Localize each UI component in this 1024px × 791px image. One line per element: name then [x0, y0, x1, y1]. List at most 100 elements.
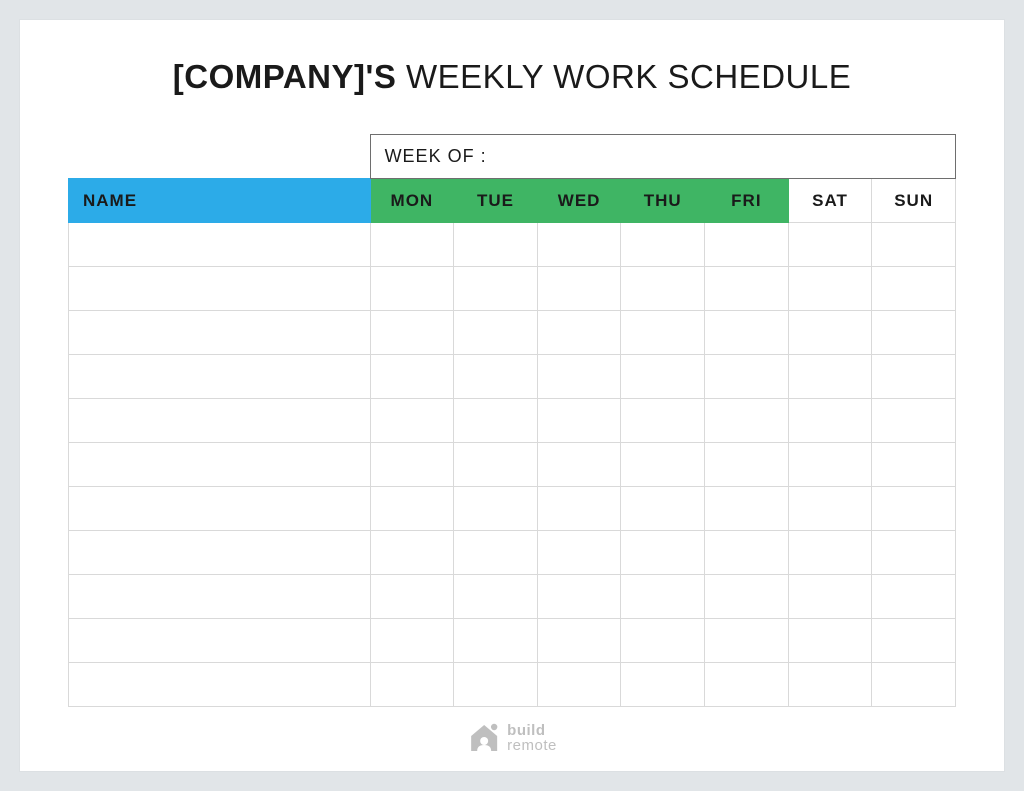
day-cell: [537, 355, 621, 399]
day-cell: [705, 399, 789, 443]
day-cell: [872, 663, 956, 707]
day-cell: [705, 619, 789, 663]
day-cell: [705, 531, 789, 575]
table-row: [69, 619, 956, 663]
day-cell: [537, 487, 621, 531]
name-cell: [69, 575, 371, 619]
footer-logo: build remote: [467, 721, 557, 755]
schedule-template-page: [COMPANY]'S WEEKLY WORK SCHEDULE WEEK OF…: [20, 20, 1004, 771]
day-cell: [454, 267, 538, 311]
day-cell: [454, 619, 538, 663]
day-cell: [370, 399, 454, 443]
week-of-cell: WEEK OF :: [370, 135, 955, 179]
name-cell: [69, 531, 371, 575]
day-cell: [705, 663, 789, 707]
day-cell: [370, 663, 454, 707]
blank-cell: [69, 135, 371, 179]
schedule-container: WEEK OF :NAMEMONTUEWEDTHUFRISATSUN: [68, 134, 956, 707]
name-cell: [69, 399, 371, 443]
day-cell: [454, 443, 538, 487]
day-cell: [705, 355, 789, 399]
day-cell: [788, 311, 872, 355]
header-row: NAMEMONTUEWEDTHUFRISATSUN: [69, 179, 956, 223]
name-cell: [69, 663, 371, 707]
day-cell: [788, 399, 872, 443]
day-cell: [621, 487, 705, 531]
day-cell: [537, 663, 621, 707]
day-cell: [537, 223, 621, 267]
name-cell: [69, 355, 371, 399]
day-cell: [621, 223, 705, 267]
day-cell: [788, 355, 872, 399]
day-cell: [537, 575, 621, 619]
day-cell: [454, 663, 538, 707]
name-cell: [69, 443, 371, 487]
day-cell: [872, 399, 956, 443]
day-cell: [454, 399, 538, 443]
day-cell: [370, 575, 454, 619]
table-row: [69, 223, 956, 267]
day-cell: [788, 443, 872, 487]
day-cell: [705, 311, 789, 355]
day-cell: [537, 443, 621, 487]
title-company: [COMPANY]'S: [173, 58, 397, 95]
col-header-wed: WED: [537, 179, 621, 223]
day-cell: [454, 531, 538, 575]
footer-line1: build: [507, 723, 557, 738]
table-row: [69, 355, 956, 399]
day-cell: [705, 487, 789, 531]
table-row: [69, 443, 956, 487]
day-cell: [621, 399, 705, 443]
day-cell: [705, 267, 789, 311]
table-row: [69, 399, 956, 443]
day-cell: [621, 355, 705, 399]
day-cell: [370, 311, 454, 355]
day-cell: [537, 267, 621, 311]
schedule-table: WEEK OF :NAMEMONTUEWEDTHUFRISATSUN: [68, 134, 956, 707]
table-row: [69, 531, 956, 575]
col-header-tue: TUE: [454, 179, 538, 223]
col-header-sun: SUN: [872, 179, 956, 223]
day-cell: [370, 355, 454, 399]
footer-line2: remote: [507, 738, 557, 753]
day-cell: [705, 223, 789, 267]
week-of-row: WEEK OF :: [69, 135, 956, 179]
day-cell: [621, 311, 705, 355]
day-cell: [788, 575, 872, 619]
name-cell: [69, 311, 371, 355]
table-row: [69, 267, 956, 311]
footer-text: build remote: [507, 723, 557, 753]
day-cell: [454, 223, 538, 267]
day-cell: [621, 619, 705, 663]
col-header-name: NAME: [69, 179, 371, 223]
day-cell: [872, 531, 956, 575]
day-cell: [370, 531, 454, 575]
day-cell: [788, 487, 872, 531]
day-cell: [872, 619, 956, 663]
day-cell: [370, 619, 454, 663]
day-cell: [788, 663, 872, 707]
day-cell: [872, 487, 956, 531]
day-cell: [621, 267, 705, 311]
day-cell: [705, 443, 789, 487]
page-title: [COMPANY]'S WEEKLY WORK SCHEDULE: [68, 58, 956, 96]
table-row: [69, 663, 956, 707]
day-cell: [621, 575, 705, 619]
day-cell: [537, 619, 621, 663]
day-cell: [370, 223, 454, 267]
title-rest: WEEKLY WORK SCHEDULE: [396, 58, 851, 95]
day-cell: [454, 311, 538, 355]
col-header-sat: SAT: [788, 179, 872, 223]
day-cell: [537, 399, 621, 443]
day-cell: [705, 575, 789, 619]
day-cell: [872, 355, 956, 399]
day-cell: [370, 443, 454, 487]
col-header-mon: MON: [370, 179, 454, 223]
day-cell: [788, 223, 872, 267]
day-cell: [621, 531, 705, 575]
table-row: [69, 311, 956, 355]
day-cell: [537, 311, 621, 355]
day-cell: [454, 575, 538, 619]
day-cell: [454, 487, 538, 531]
name-cell: [69, 619, 371, 663]
